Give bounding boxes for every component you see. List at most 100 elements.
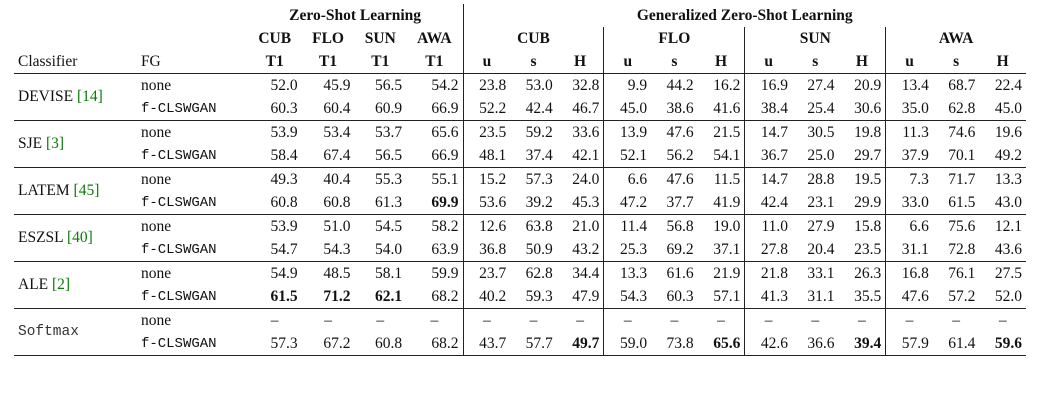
table-row: ALE [2] none 54.9 48.5 58.1 59.9 23.7 62.8 34.4 1… (14, 261, 1026, 293)
table-cell: 59.0 (603, 332, 652, 356)
table-cell: 67.4 (323, 146, 351, 164)
table-cell: 38.6 (666, 99, 694, 117)
zsl-dataset-flo: FLO (312, 29, 344, 47)
gzsl-dataset-awa: AWA (885, 27, 1026, 50)
table-cell: 42.4 (744, 191, 792, 215)
table-cell: 21.8 (744, 261, 792, 285)
table-cell: 25.0 (807, 146, 835, 164)
table-cell: 16.9 (744, 73, 792, 97)
gzsl-metric-header: H (714, 52, 727, 70)
table-cell: 63.9 (431, 240, 459, 258)
table-cell: 47.6 (885, 285, 933, 309)
gzsl-metric-header: s (953, 52, 960, 70)
table-cell: 66.9 (431, 99, 459, 117)
table-cell: 43.2 (572, 240, 600, 258)
table-cell: 62.8 (525, 264, 553, 282)
table-cell: 21.5 (713, 123, 741, 141)
table-cell: 23.5 (854, 240, 882, 258)
classifier-name: ESZSL [40] (14, 215, 137, 262)
citation-link[interactable]: [2] (52, 276, 71, 293)
gzsl-metric-header: s (812, 52, 819, 70)
table-cell: 46.7 (572, 99, 600, 117)
table-cell: 57.1 (713, 287, 741, 305)
table-row: ESZSL [40] none 53.9 51.0 54.5 58.2 12.6 63.8 21… (14, 214, 1026, 246)
table-row: SJE [3] none 53.9 53.4 53.7 65.6 23.5 59.2 33.6 1… (14, 120, 1026, 152)
citation-link[interactable]: [45] (73, 182, 100, 199)
table-cell: 69.9 (431, 193, 459, 211)
table-row: Softmax none – – – – – – – – – – – – – – – – (14, 308, 1026, 340)
table-cell: 45.0 (994, 99, 1022, 117)
table-cell: 42.4 (525, 99, 553, 117)
table-row: f-CLSWGAN 58.4 67.4 56.5 66.9 48.1 37.4 42.1 52.… (14, 144, 1026, 168)
citation-link[interactable]: [3] (46, 135, 65, 152)
gzsl-metric-header: u (885, 50, 933, 74)
table-cell: 57.9 (885, 332, 933, 356)
fg-method: f-CLSWGAN (140, 288, 217, 305)
classifier-label: Softmax (18, 324, 79, 340)
table-cell: 59.2 (525, 123, 553, 141)
table-cell: – (376, 311, 385, 329)
table-cell: – (885, 308, 933, 332)
table-cell: 54.2 (431, 76, 459, 94)
table-cell: 23.1 (807, 193, 835, 211)
table-cell: 61.5 (270, 287, 298, 305)
table-cell: 16.8 (885, 261, 933, 285)
citation-link[interactable]: [14] (76, 88, 103, 105)
table-cell: 21.9 (713, 264, 741, 282)
header-row-datasets: CUB FLO SUN AWA CUB FLO SUN AWA (14, 27, 1026, 50)
table-cell: 72.8 (948, 240, 976, 258)
table-cell: – (270, 311, 279, 329)
table-cell: 13.3 (994, 170, 1022, 188)
table-cell: 68.2 (431, 287, 459, 305)
table-cell: 33.1 (807, 264, 835, 282)
table-cell: 54.1 (713, 146, 741, 164)
table-cell: 43.6 (994, 240, 1022, 258)
table-cell: 19.6 (994, 123, 1022, 141)
table-cell: 60.4 (323, 99, 351, 117)
table-cell: 37.4 (525, 146, 553, 164)
table-cell: 6.6 (885, 214, 933, 238)
table-cell: 53.4 (323, 123, 351, 141)
table-cell: 73.8 (666, 334, 694, 352)
gzsl-metric-header: s (530, 52, 537, 70)
table-cell: 11.4 (603, 214, 652, 238)
table-cell: 27.8 (744, 238, 792, 262)
table-cell: 33.6 (572, 123, 600, 141)
table-cell: 11.0 (744, 214, 792, 238)
table-cell: 49.3 (270, 170, 298, 188)
table-cell: 19.5 (854, 170, 882, 188)
table-cell: 6.6 (603, 167, 652, 191)
table-cell: 30.6 (854, 99, 882, 117)
table-cell: 61.6 (666, 264, 694, 282)
table-cell: 28.8 (807, 170, 835, 188)
table-cell: 71.2 (323, 287, 351, 305)
table-cell: 66.9 (431, 146, 459, 164)
table-cell: 65.6 (431, 123, 459, 141)
table-cell: – (576, 311, 584, 329)
gzsl-metric-header: u (603, 50, 652, 74)
table-cell: 25.4 (807, 99, 835, 117)
table-cell: 39.4 (854, 334, 882, 352)
gzsl-metric-header: H (855, 52, 868, 70)
gzsl-metric-header: u (462, 50, 511, 74)
table-cell: – (529, 311, 538, 329)
table-cell: 75.6 (948, 217, 976, 235)
table-cell: 29.9 (854, 193, 882, 211)
citation-link[interactable]: [40] (66, 229, 93, 246)
table-cell: 53.7 (375, 123, 403, 141)
table-cell: 32.8 (572, 76, 600, 94)
table-cell: – (811, 311, 820, 329)
table-cell: 25.3 (603, 238, 652, 262)
table-cell: 51.0 (323, 217, 351, 235)
table-cell: 62.1 (375, 287, 403, 305)
table-cell: – (324, 311, 332, 329)
table-cell: 61.5 (948, 193, 976, 211)
table-cell: 60.8 (270, 193, 298, 211)
gzsl-metric-header: H (996, 52, 1009, 70)
table-cell: 35.5 (854, 287, 882, 305)
table-cell: 76.1 (948, 264, 976, 282)
table-cell: 68.7 (948, 76, 976, 94)
results-table-body: DEVISE [14] none 52.0 45.9 56.5 54.2 23.8 53.0 3… (14, 73, 1026, 356)
table-cell: 56.8 (666, 217, 694, 235)
table-cell: 52.0 (994, 287, 1022, 305)
